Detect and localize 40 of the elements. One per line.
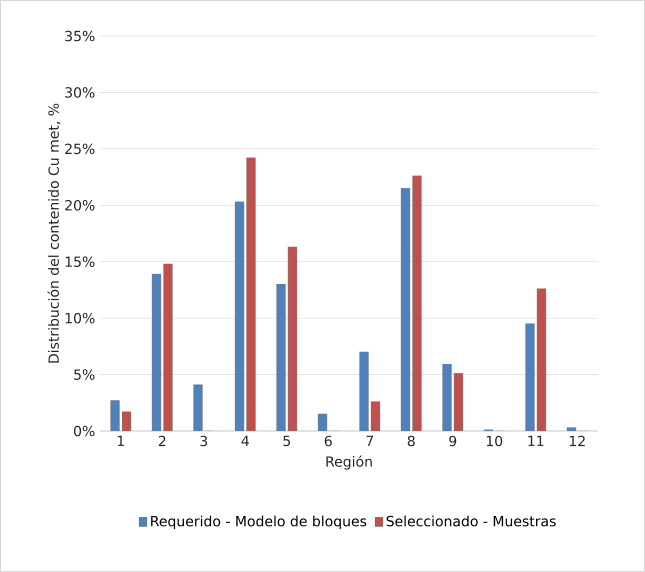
y-tick-label: 10%: [66, 312, 95, 324]
bar: [110, 400, 120, 432]
y-axis-title: Distribución del contenido Cu met, %: [48, 104, 60, 363]
y-tick-label: 25%: [65, 144, 95, 154]
bar: [359, 352, 369, 432]
y-tick-label: 5%: [74, 369, 95, 380]
x-tick-label: 10: [486, 436, 502, 446]
y-tick-label: 20%: [65, 200, 95, 211]
x-tick-label: 4: [241, 436, 249, 446]
x-tick-label: 11: [528, 436, 544, 446]
y-tick-label: 35%: [65, 30, 95, 42]
y-tick-label: 0%: [74, 426, 95, 436]
x-tick-label: 3: [200, 436, 208, 446]
bar: [234, 202, 244, 432]
bar: [442, 364, 452, 432]
x-tick-label: 1: [118, 436, 124, 446]
bar: [525, 324, 535, 432]
bar: [288, 246, 298, 432]
x-tick-label: 6: [324, 436, 332, 446]
bar: [193, 384, 203, 432]
y-tick-label: 15%: [66, 256, 95, 267]
bar: [412, 176, 422, 432]
bar: [400, 188, 410, 432]
bar: [536, 288, 546, 432]
x-tick-label: 12: [570, 436, 585, 446]
legend-label: Seleccionado - Muestras: [386, 516, 556, 526]
x-tick-label: 8: [408, 436, 415, 446]
bar: [566, 427, 576, 432]
legend-label: Requerido - Modelo de bloques: [151, 516, 366, 530]
x-tick-label: 9: [449, 436, 456, 446]
bar: [163, 264, 173, 432]
x-axis-title: Región: [326, 455, 372, 470]
x-tick-label: 2: [158, 436, 166, 446]
y-tick-label: 30%: [65, 87, 95, 98]
bar: [246, 158, 256, 432]
bar: [276, 284, 286, 432]
bar: [318, 414, 328, 432]
x-tick-label: 7: [366, 436, 373, 446]
bar: [152, 274, 162, 432]
x-tick-label: 5: [283, 436, 290, 446]
